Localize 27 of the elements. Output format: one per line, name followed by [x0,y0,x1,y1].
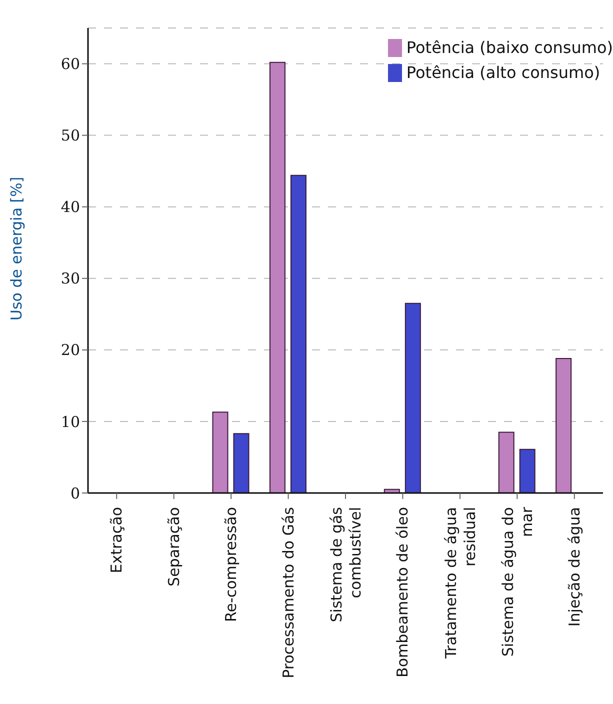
bar [556,358,572,493]
x-tick-label: Sistema de gás combustível [328,506,364,622]
x-tick-label: Sistema de água do mar [499,506,536,657]
bar [233,433,250,493]
y-tick-label: 30 [60,270,80,288]
y-axis-title: Uso de energia [%] [7,176,26,320]
y-tick-label: 50 [60,126,80,145]
legend-label: Potência (baixo consumo) [406,38,613,57]
y-tick-label: 10 [60,412,80,431]
legend-label: Potência (alto consumo) [406,63,600,82]
y-tick-label: 40 [60,198,80,216]
x-tick-label: Separação [164,507,183,586]
y-tick-label: 0 [70,484,80,502]
bar [290,174,306,493]
x-tick-label: Processamento do Gás [279,506,298,678]
bar [404,302,421,493]
x-tick-label: Injeção de água [565,507,584,627]
bar [212,412,228,493]
y-tick-label: 20 [60,341,80,360]
bar [498,432,514,493]
x-tick-label: Extração [108,507,126,574]
x-tick-label: Bombeamento de óleo [394,507,412,678]
x-tick-label: Re-compressão [222,507,240,622]
bar [269,62,286,493]
bar [519,448,536,493]
y-tick-label: 60 [60,55,80,74]
x-tick-label: Tratamento de água residual [442,507,479,660]
